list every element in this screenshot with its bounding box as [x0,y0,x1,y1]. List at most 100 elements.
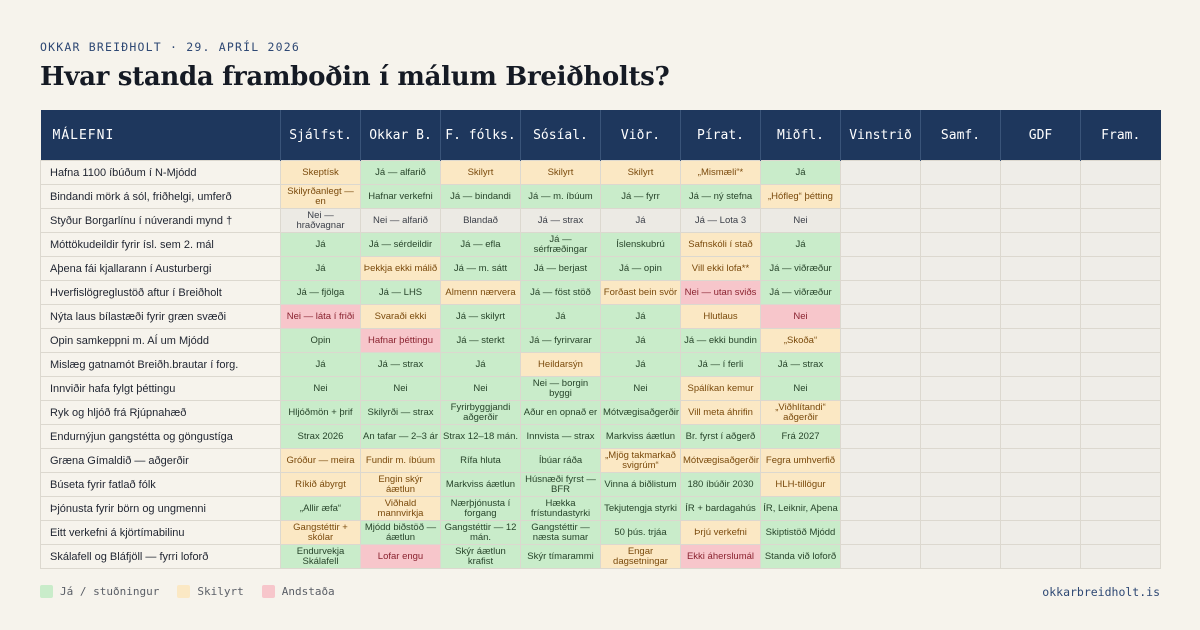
page-title: Hvar standa framboðin í málum Breiðholts… [40,62,670,92]
position-cell: Nei [360,376,441,401]
position-cell [920,184,1001,209]
position-cell: Mótvægisaðgerðir [680,448,761,473]
table-row: Græna Gímaldið — aðgerðir Gróður — meira F… [40,448,1161,473]
position-cell: Hafnar þéttingu [360,328,441,353]
issue-label: Eitt verkefni á kjörtímabilinu [40,520,281,545]
position-cell: „Hófleg“ þétting [760,184,841,209]
position-cell: Fegra umhverfið [760,448,841,473]
table-row: Nýta laus bílastæði fyrir græn svæði Nei … [40,304,1161,329]
legend-swatch [261,585,275,598]
position-cell: Já — sérdeildir [360,232,441,257]
position-cell: Já [280,232,361,257]
position-cell [1080,304,1161,329]
legend-swatch [177,585,191,598]
position-cell: Já — efla [440,232,521,257]
position-cell: Nei [760,208,841,233]
position-cell: Nei — hraðvagnar [280,208,361,233]
position-cell: Hlutlaus [680,304,761,329]
position-cell [920,232,1001,257]
position-cell: Frá 2027 [760,424,841,449]
legend-label: Andstaða [281,585,335,598]
position-cell [1000,352,1081,377]
issue-label: Græna Gímaldið — aðgerðir [40,448,281,473]
position-cell: Nei — borgin byggi [520,376,601,401]
issue-label: Opin samkeppni m. AÍ um Mjódd [40,328,281,353]
position-cell [920,472,1001,497]
position-cell [840,400,921,425]
legend-label: Skilyrt [197,585,244,598]
position-cell: Íbúar ráða [520,448,601,473]
table-row: Aþena fái kjallarann í Austurbergi Já Þekk… [40,256,1161,281]
position-cell [840,376,921,401]
issue-label: Endurnýjun gangstétta og göngustíga [40,424,281,449]
position-cell [840,544,921,569]
position-cell: Skeptísk [280,160,361,185]
position-cell: Ríkið ábyrgt [280,472,361,497]
position-cell [840,352,921,377]
position-cell [1080,448,1161,473]
position-cell: Engin skýr áætlun [360,472,441,497]
position-cell: „Viðhlítandi“ aðgerðir [760,400,841,425]
position-cell [1000,256,1081,281]
legend: Já / stuðningur Skilyrt Andstaða [40,585,353,598]
position-cell: Vill ekki lofa** [680,256,761,281]
position-cell: „Mismæli“* [680,160,761,185]
position-cell: Já — ekki bundin [680,328,761,353]
column-header-party: Miðfl. [760,110,841,161]
table-body: Hafna 1100 íbúðum í N-Mjódd Skeptísk Já — … [40,160,1161,569]
position-cell: Já — strax [360,352,441,377]
position-cell: Skilyrt [440,160,521,185]
position-cell [1000,520,1081,545]
column-header-party: Okkar B. [360,110,441,161]
issue-label: Hafna 1100 íbúðum í N-Mjódd [40,160,281,185]
column-header-party: Samf. [920,110,1001,161]
issue-label: Innviðir hafa fylgt þéttingu [40,376,281,401]
position-cell [920,448,1001,473]
column-header-party: Sósíal. [520,110,601,161]
position-cell: Ekki áherslumál [680,544,761,569]
position-cell [840,184,921,209]
position-cell: Já [280,352,361,377]
position-cell [840,232,921,257]
position-cell: Skiptistöð Mjódd [760,520,841,545]
issue-label: Ryk og hljóð frá Rjúpnahæð [40,400,281,425]
position-cell: Íslenskubrú [600,232,681,257]
position-cell [1000,376,1081,401]
position-cell: Engar dagsetningar [600,544,681,569]
issue-label: Skálafell og Bláfjöll — fyrri loforð [40,544,281,569]
position-cell: Nei [440,376,521,401]
position-cell: Já [600,328,681,353]
table-row: Þjónusta fyrir börn og ungmenni „Allir æf… [40,496,1161,521]
issue-label: Styður Borgarlínu í núverandi mynd † [40,208,281,233]
position-cell: Já — viðræður [760,256,841,281]
position-cell: Já [600,304,681,329]
position-cell: Gangstéttir — næsta sumar [520,520,601,545]
position-cell: Blandað [440,208,521,233]
position-cell: Já — fjölga [280,280,361,305]
table-row: Hverfislögreglustöð aftur í Breiðholt Já … [40,280,1161,305]
position-cell: Mótvægisaðgerðir [600,400,681,425]
position-cell [840,304,921,329]
position-cell: Já — fyrr [600,184,681,209]
table-row: Búseta fyrir fatlað fólk Ríkið ábyrgt Engi… [40,472,1161,497]
issue-label: Mislæg gatnamót Breiðh.brautar í forg. [40,352,281,377]
issue-label: Bindandi mörk á sól, friðhelgi, umferð [40,184,281,209]
position-cell: Fundir m. íbúum [360,448,441,473]
position-cell [1000,160,1081,185]
site-url: okkarbreidholt.is [1042,585,1160,599]
position-cell: Mjódd biðstöð — áætlun [360,520,441,545]
column-header-party: GDF [1000,110,1081,161]
position-cell [1000,208,1081,233]
position-cell: Rífa hluta [440,448,521,473]
table-row: Móttökudeildir fyrir ísl. sem 2. mál Já Já… [40,232,1161,257]
position-cell: Strax 12–18 mán. [440,424,521,449]
position-cell: Já — fyrirvarar [520,328,601,353]
position-cell: Já [280,256,361,281]
position-cell [1000,544,1081,569]
position-cell: Forðast bein svör [600,280,681,305]
issue-label: Móttökudeildir fyrir ísl. sem 2. mál [40,232,281,257]
position-cell: Innvista — strax [520,424,601,449]
position-cell: Já — m. sátt [440,256,521,281]
position-cell: Strax 2026 [280,424,361,449]
position-cell: Spálíkan kemur [680,376,761,401]
